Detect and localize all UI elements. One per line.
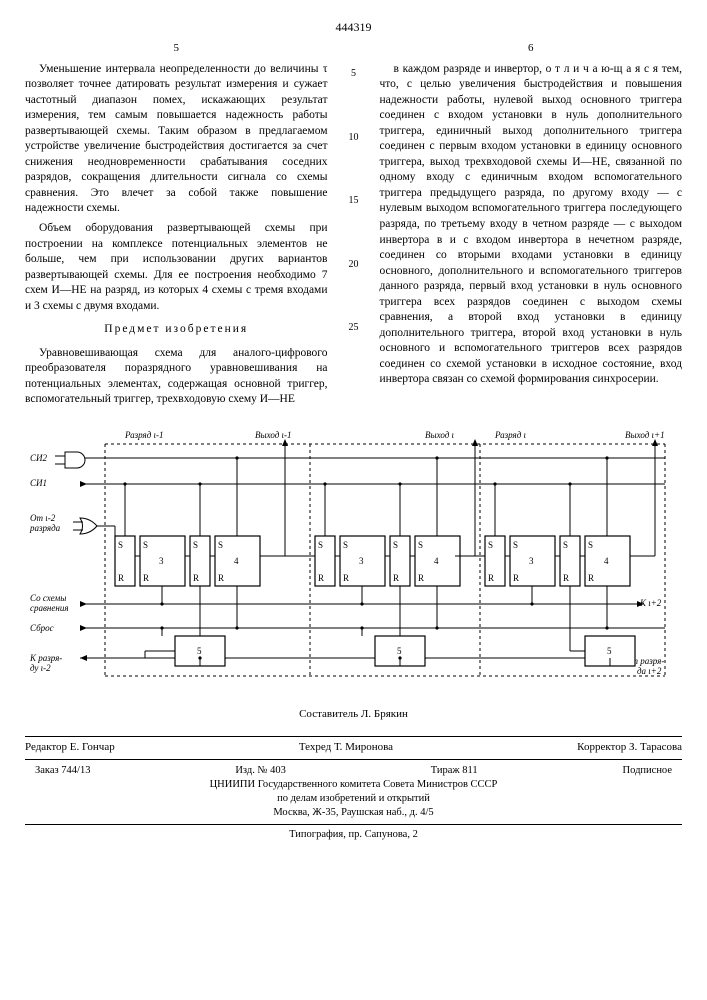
block-3-label: 3 — [159, 556, 164, 566]
left-para-1: Уменьшение интервала неопределенности до… — [25, 62, 328, 217]
svg-text:R: R — [118, 573, 124, 583]
patent-number: 444319 — [25, 20, 682, 35]
stage-1: 3 S R 4 S R S R S R 5 — [97, 439, 288, 666]
label-so-shemy-2: сравнения — [30, 603, 69, 613]
text-columns: 5 Уменьшение интервала неопределенности … — [25, 41, 682, 412]
svg-text:S: S — [418, 540, 423, 550]
svg-text:S: S — [488, 540, 493, 550]
label-ot-im2-2: разряда — [29, 523, 61, 533]
svg-text:R: R — [563, 573, 569, 583]
svg-text:R: R — [393, 573, 399, 583]
stage-3: 3 S R 4 S R S R S R 5 — [455, 439, 658, 666]
right-para-1: в каждом разряде и инвертор, о т л и ч а… — [380, 62, 683, 388]
sr-s4: S — [218, 540, 223, 550]
line-marker: 25 — [346, 321, 362, 335]
col-num-right: 6 — [380, 41, 683, 56]
svg-text:S: S — [193, 540, 198, 550]
sr-r4: R — [218, 573, 224, 583]
label-ot-im2-1: От ι-2 — [30, 513, 56, 523]
svg-text:S: S — [343, 540, 348, 550]
svg-text:3: 3 — [529, 556, 534, 566]
org2: по делам изобретений и открытий — [25, 792, 682, 806]
line-marker: 15 — [346, 194, 362, 208]
section-title: Предмет изобретения — [25, 322, 328, 338]
label-k-razryadu-2: ду ι-2 — [30, 663, 51, 673]
svg-text:R: R — [513, 573, 519, 583]
label-vyhod-im1: Выход ι-1 — [255, 430, 292, 440]
block-5-label: 5 — [197, 646, 202, 656]
label-sbros: Сброс — [30, 623, 54, 633]
line-marker: 5 — [346, 67, 362, 81]
svg-text:R: R — [343, 573, 349, 583]
izd: Изд. № 403 — [235, 764, 286, 778]
label-k-ip2: К ι+2 — [639, 598, 662, 608]
label-so-shemy-1: Со схемы — [30, 593, 66, 603]
addr: Москва, Ж-35, Раушская наб., д. 4/5 — [25, 806, 682, 820]
label-razryad-im1: Разряд ι-1 — [124, 430, 164, 440]
circuit-diagram: .w { fill:none; stroke:#000; stroke-widt… — [25, 426, 682, 696]
svg-text:R: R — [588, 573, 594, 583]
editor: Редактор Е. Гончар — [25, 741, 115, 753]
svg-text:S: S — [513, 540, 518, 550]
svg-text:R: R — [318, 573, 324, 583]
corrector: Корректор З. Тарасова — [577, 741, 682, 753]
svg-text:5: 5 — [607, 646, 612, 656]
podpisnoe: Подписное — [623, 764, 672, 778]
compiler-line: Составитель Л. Брякин — [25, 708, 682, 720]
techred: Техред Т. Миронова — [299, 741, 393, 753]
svg-text:3: 3 — [359, 556, 364, 566]
svg-text:S: S — [563, 540, 568, 550]
tirazh: Тираж 811 — [431, 764, 478, 778]
label-si1: СИ1 — [30, 478, 47, 488]
left-column: 5 Уменьшение интервала неопределенности … — [25, 41, 328, 412]
line-marker: 10 — [346, 131, 362, 145]
publication-block: Заказ 744/13 Изд. № 403 Тираж 811 Подпис… — [25, 759, 682, 826]
svg-text:R: R — [418, 573, 424, 583]
svg-text:4: 4 — [434, 556, 439, 566]
line-marker: 20 — [346, 258, 362, 272]
label-vyhod-i: Выход ι — [425, 430, 455, 440]
signer-row: Редактор Е. Гончар Техред Т. Миронова Ко… — [25, 736, 682, 753]
sr-s: S — [143, 540, 148, 550]
block-4-label: 4 — [234, 556, 239, 566]
stage-2: 3 S R 4 S R S R S R 5 — [285, 439, 478, 666]
zakaz: Заказ 744/13 — [35, 764, 90, 778]
col-num-left: 5 — [25, 41, 328, 56]
svg-text:S: S — [588, 540, 593, 550]
sr-r: R — [143, 573, 149, 583]
label-vyhod-ip1: Выход ι+1 — [625, 430, 665, 440]
left-para-2: Объем оборудования развертывающей схемы … — [25, 221, 328, 314]
footer: Типография, пр. Сапунова, 2 — [25, 829, 682, 840]
svg-text:R: R — [193, 573, 199, 583]
svg-text:5: 5 — [397, 646, 402, 656]
svg-text:S: S — [318, 540, 323, 550]
left-para-3: Уравновешивающая схема для аналого-цифро… — [25, 346, 328, 408]
svg-text:S: S — [118, 540, 123, 550]
svg-text:R: R — [488, 573, 494, 583]
org1: ЦНИИПИ Государственного комитета Совета … — [25, 778, 682, 792]
label-k-razryadu-1: К разря- — [29, 653, 62, 663]
line-number-gutter: 5 10 15 20 25 — [346, 41, 362, 412]
label-razryad-i: Разряд ι — [494, 430, 527, 440]
label-ot-razryada-2: да ι+2 — [637, 666, 662, 676]
svg-text:4: 4 — [604, 556, 609, 566]
label-si2: СИ2 — [30, 453, 48, 463]
svg-text:S: S — [393, 540, 398, 550]
right-column: 6 в каждом разряде и инвертор, о т л и ч… — [380, 41, 683, 412]
